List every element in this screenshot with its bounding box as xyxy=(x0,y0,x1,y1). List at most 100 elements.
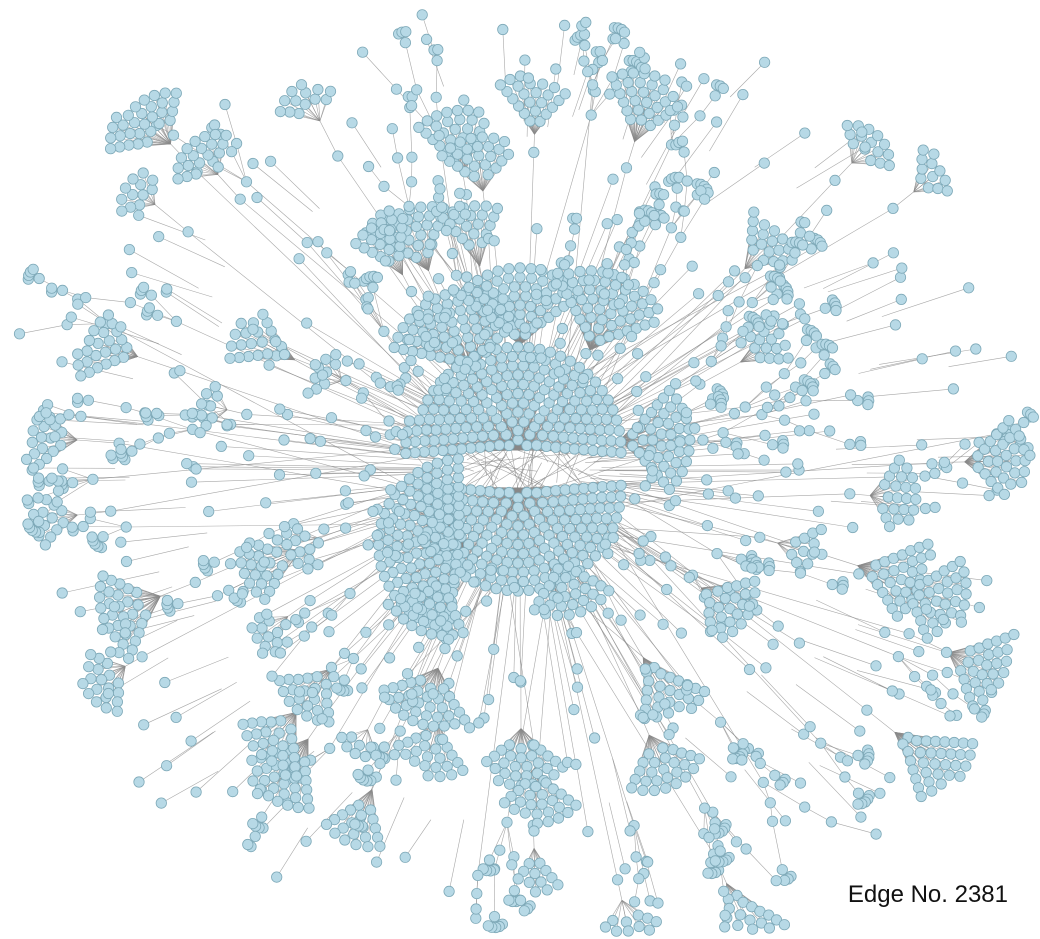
graph-node xyxy=(922,538,934,550)
graph-node xyxy=(474,568,486,580)
graph-node xyxy=(397,322,409,334)
graph-node xyxy=(543,376,555,388)
graph-node xyxy=(471,286,483,299)
graph-node xyxy=(434,601,447,613)
graph-node xyxy=(546,872,558,884)
graph-node xyxy=(156,106,168,119)
graph-node xyxy=(152,432,164,444)
graph-node xyxy=(486,521,498,533)
graph-node xyxy=(679,771,692,783)
graph-node xyxy=(596,523,608,535)
graph-node xyxy=(329,827,341,839)
graph-node xyxy=(506,350,519,363)
graph-node xyxy=(560,571,572,584)
graph-node xyxy=(892,650,905,663)
graph-node xyxy=(536,78,549,90)
graph-edge xyxy=(270,161,320,209)
graph-node xyxy=(939,759,952,771)
graph-node xyxy=(235,317,247,329)
graph-node xyxy=(736,754,748,766)
graph-node xyxy=(320,353,332,365)
graph-edge xyxy=(708,162,765,202)
graph-node xyxy=(548,769,560,781)
graph-node xyxy=(117,119,129,131)
graph-node xyxy=(577,549,589,562)
graph-node xyxy=(551,404,564,416)
graph-node xyxy=(87,473,99,485)
graph-node xyxy=(489,762,501,775)
graph-node xyxy=(643,748,655,760)
graph-node xyxy=(116,334,128,346)
graph-node xyxy=(33,272,45,285)
graph-node xyxy=(517,378,530,390)
graph-node xyxy=(463,239,475,251)
graph-node xyxy=(605,319,618,332)
graph-node xyxy=(935,778,947,790)
graph-node xyxy=(123,139,135,151)
graph-node xyxy=(596,434,608,447)
graph-node xyxy=(692,694,705,707)
graph-node xyxy=(463,294,475,307)
graph-node xyxy=(266,745,278,757)
graph-node xyxy=(463,281,475,293)
graph-node xyxy=(436,702,448,714)
graph-node xyxy=(26,436,38,448)
graph-node xyxy=(281,636,293,648)
graph-node xyxy=(378,570,391,583)
graph-node xyxy=(145,289,157,301)
graph-node xyxy=(512,387,524,400)
graph-node xyxy=(120,521,132,533)
graph-node xyxy=(412,478,424,490)
graph-node xyxy=(321,697,333,709)
graph-node xyxy=(633,309,645,321)
graph-node xyxy=(456,232,468,244)
graph-node xyxy=(99,346,112,358)
graph-node xyxy=(483,440,496,452)
graph-node xyxy=(607,522,619,534)
graph-node xyxy=(575,606,587,618)
graph-node xyxy=(470,903,482,915)
graph-node xyxy=(374,238,386,250)
graph-edge xyxy=(248,455,422,466)
graph-node xyxy=(86,531,98,543)
graph-node xyxy=(127,608,139,620)
graph-node xyxy=(251,632,263,644)
graph-node xyxy=(107,121,119,134)
graph-node xyxy=(661,772,674,784)
graph-node xyxy=(502,272,514,284)
graph-node xyxy=(424,238,436,250)
graph-node xyxy=(172,598,184,610)
graph-node xyxy=(411,84,423,96)
graph-edge xyxy=(898,656,948,673)
graph-node xyxy=(472,218,484,230)
graph-node xyxy=(114,130,126,142)
graph-node xyxy=(396,222,408,234)
graph-node xyxy=(643,924,656,936)
graph-node xyxy=(536,429,549,441)
graph-node xyxy=(665,467,677,479)
graph-node xyxy=(430,120,442,132)
graph-node xyxy=(277,740,289,752)
graph-node xyxy=(159,87,171,99)
graph-node xyxy=(703,831,715,844)
graph-node xyxy=(512,341,524,353)
graph-node xyxy=(452,481,465,493)
graph-node xyxy=(266,755,278,767)
graph-node xyxy=(455,443,468,455)
graph-node xyxy=(486,405,498,417)
graph-node xyxy=(148,89,160,102)
graph-edge xyxy=(633,825,647,862)
graph-node xyxy=(536,789,548,801)
graph-node xyxy=(170,315,182,327)
graph-edge xyxy=(351,122,382,168)
graph-node xyxy=(574,265,586,278)
graph-node xyxy=(21,494,33,506)
graph-node xyxy=(648,756,661,769)
graph-node xyxy=(871,578,884,591)
graph-node xyxy=(468,228,480,240)
graph-edge xyxy=(280,528,450,654)
graph-node xyxy=(391,152,404,164)
graph-node xyxy=(798,532,811,544)
graph-node xyxy=(277,759,289,771)
graph-edge xyxy=(577,475,926,485)
